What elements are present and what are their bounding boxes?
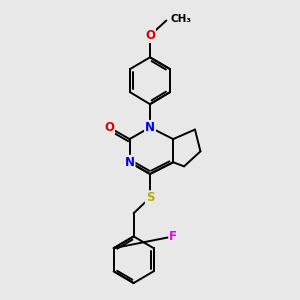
Text: S: S xyxy=(146,191,154,204)
Text: O: O xyxy=(145,29,155,42)
Text: O: O xyxy=(104,121,114,134)
Text: N: N xyxy=(124,156,135,169)
Text: N: N xyxy=(145,121,155,134)
Text: F: F xyxy=(169,230,177,243)
Text: CH₃: CH₃ xyxy=(170,14,191,24)
